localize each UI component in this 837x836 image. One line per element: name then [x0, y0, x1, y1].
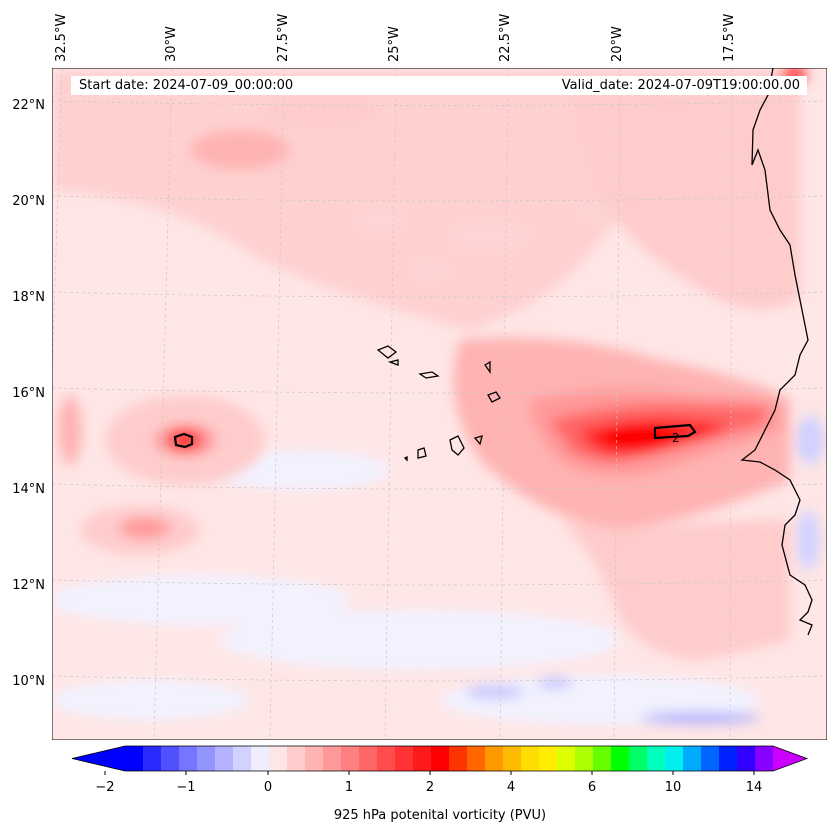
coastline	[376, 68, 813, 636]
lat-label-22n: 22°N	[12, 98, 45, 113]
lat-label-14n: 14°N	[12, 482, 45, 497]
pv-contour-2	[173, 423, 697, 449]
colorbar-segment	[323, 746, 342, 771]
cb-tick-label: 4	[506, 780, 516, 795]
colorbar	[71, 745, 809, 775]
colorbar-segment	[287, 746, 306, 771]
colorbar-segment	[611, 746, 630, 771]
colorbar-segment	[215, 746, 234, 771]
lat-label-16n: 16°N	[12, 386, 45, 401]
colorbar-segment	[341, 746, 360, 771]
colorbar-extend-min	[72, 746, 125, 771]
colorbar-segment	[125, 746, 144, 771]
colorbar-segment	[593, 746, 612, 771]
contour-label: 2	[672, 431, 680, 445]
lon-label-20w: 20°W	[610, 26, 625, 62]
lon-label-25w: 25°W	[387, 26, 402, 62]
colorbar-segment	[359, 746, 378, 771]
lat-label-12n: 12°N	[12, 578, 45, 593]
lon-label-17-5w: 17.5°W	[722, 13, 737, 62]
colorbar-segment	[701, 746, 720, 771]
colorbar-segment	[503, 746, 522, 771]
colorbar-segment	[521, 746, 540, 771]
colorbar-segment	[395, 746, 414, 771]
colorbar-segment	[143, 746, 162, 771]
colorbar-segment	[305, 746, 324, 771]
colorbar-segment	[575, 746, 594, 771]
colorbar-segment	[197, 746, 216, 771]
colorbar-segment	[413, 746, 432, 771]
header-box	[71, 76, 807, 95]
colorbar-segment	[737, 746, 756, 771]
colorbar-segment	[467, 746, 486, 771]
colorbar-segment	[233, 746, 252, 771]
cb-tick-label: 14	[745, 780, 763, 795]
colorbar-segment	[539, 746, 558, 771]
colorbar-title: 925 hPa potenital vorticity (PVU)	[333, 808, 547, 823]
lat-label-18n: 18°N	[12, 290, 45, 305]
lon-label-30w: 30°W	[164, 26, 179, 62]
colorbar-segment	[251, 746, 270, 771]
cb-tick-label: 1	[344, 780, 354, 795]
colorbar-segment	[647, 746, 666, 771]
colorbar-segment	[719, 746, 738, 771]
cb-tick-label: 0	[263, 780, 273, 795]
lon-label-32-5w: 32.5°W	[54, 13, 69, 62]
colorbar-segment	[269, 746, 288, 771]
lat-label-20n: 20°N	[12, 194, 45, 209]
colorbar-outline	[71, 745, 809, 772]
colorbar-segment	[557, 746, 576, 771]
colorbar-segment	[629, 746, 648, 771]
cb-tick-label: 10	[664, 780, 682, 795]
cb-tick-label: 6	[587, 780, 597, 795]
cb-tick-label: −1	[176, 780, 196, 795]
colorbar-segment	[377, 746, 396, 771]
start-date-label: Start date: 2024-07-09_00:00:00	[79, 78, 294, 93]
lat-label-10n: 10°N	[12, 674, 45, 689]
colorbar-segment	[485, 746, 504, 771]
valid-date-label: Valid_date: 2024-07-09T19:00:00.00	[561, 78, 800, 93]
lon-label-22-5w: 22.5°W	[498, 13, 513, 62]
colorbar-segment	[449, 746, 468, 771]
cb-tick-label: 2	[425, 780, 435, 795]
colorbar-segment	[665, 746, 684, 771]
cb-tick-label: −2	[95, 780, 115, 795]
colorbar-segment	[755, 746, 774, 771]
gridlines	[52, 68, 827, 740]
colorbar-segment	[179, 746, 198, 771]
colorbar-segment	[161, 746, 180, 771]
pv-field: 2	[52, 68, 827, 740]
colorbar-segment	[683, 746, 702, 771]
colorbar-segment	[431, 746, 450, 771]
lon-label-27-5w: 27.5°W	[276, 13, 291, 62]
colorbar-extend-max	[773, 746, 807, 771]
